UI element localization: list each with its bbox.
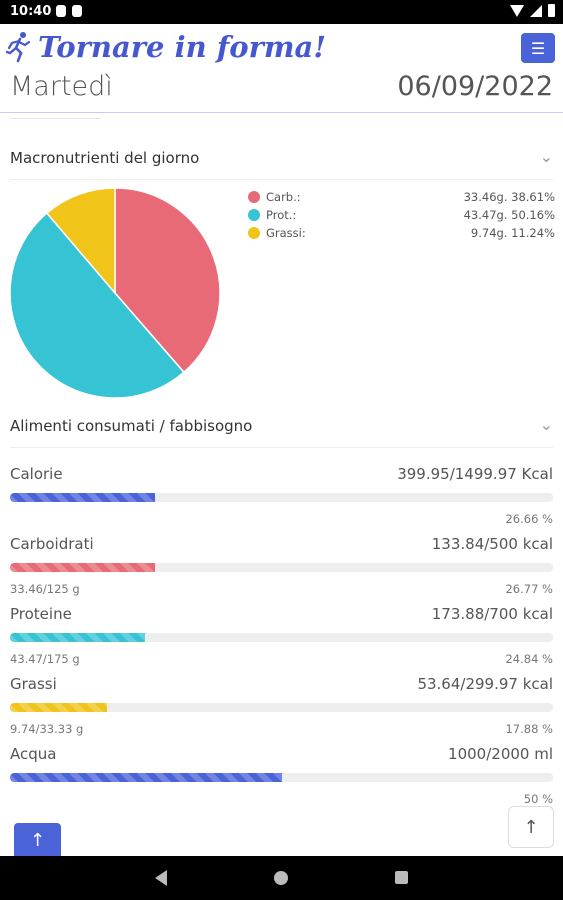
legend-value: 9.74g. 11.24% bbox=[470, 226, 555, 240]
arrow-up-icon: ↑ bbox=[29, 829, 46, 851]
macros-legend: Carb.: 33.46g. 38.61% Prot.: 43.47g. 50.… bbox=[248, 188, 555, 242]
metric-grams: 9.74/33.33 g bbox=[10, 722, 84, 736]
recents-icon[interactable] bbox=[395, 871, 408, 884]
metric-percent: 50 % bbox=[523, 792, 553, 806]
progress-bar bbox=[10, 633, 553, 642]
metric-name: Calorie bbox=[10, 465, 63, 483]
wifi-icon bbox=[510, 4, 524, 17]
scroll-top-button[interactable]: ↑ bbox=[508, 806, 554, 848]
macros-title: Macronutrienti del giorno bbox=[10, 149, 200, 167]
metric-total: 1000/2000 ml bbox=[448, 745, 553, 763]
progress-bar bbox=[10, 773, 553, 782]
metric-percent: 26.77 % bbox=[505, 582, 553, 596]
status-icons bbox=[510, 4, 555, 17]
metric-acqua: Acqua 1000/2000 ml 50 % bbox=[10, 745, 553, 806]
progress-bar bbox=[10, 563, 553, 572]
metric-grassi: Grassi 53.64/299.97 kcal 9.74/33.33 g 17… bbox=[10, 675, 553, 736]
app-header: Tornare in forma! ☰ Martedì 06/09/2022 bbox=[0, 24, 563, 113]
legend-dot bbox=[248, 191, 260, 203]
macros-section-header[interactable]: Macronutrienti del giorno ⌄ bbox=[10, 135, 553, 180]
metric-name: Grassi bbox=[10, 675, 57, 693]
status-bar: 10:40 bbox=[0, 0, 563, 24]
legend-item-carb: Carb.: 33.46g. 38.61% bbox=[248, 188, 555, 206]
system-nav-bar bbox=[0, 856, 563, 900]
date-label[interactable]: 06/09/2022 bbox=[397, 71, 553, 102]
metric-calorie: Calorie 399.95/1499.97 Kcal 26.66 % bbox=[10, 465, 553, 526]
consumption-title: Alimenti consumati / fabbisogno bbox=[10, 417, 253, 435]
signal-icon bbox=[530, 4, 542, 17]
macros-pie-chart bbox=[9, 187, 221, 399]
legend-dot bbox=[248, 227, 260, 239]
progress-bar bbox=[10, 493, 553, 502]
progress-fill bbox=[10, 703, 108, 712]
legend-item-prot: Prot.: 43.47g. 50.16% bbox=[248, 206, 555, 224]
metric-percent: 17.88 % bbox=[505, 722, 553, 736]
legend-value: 43.47g. 50.16% bbox=[463, 208, 555, 222]
hamburger-icon: ☰ bbox=[530, 38, 546, 58]
legend-label: Grassi: bbox=[266, 226, 306, 240]
metric-percent: 24.84 % bbox=[505, 652, 553, 666]
pie-slice-grassi bbox=[45, 187, 116, 296]
notification-icons bbox=[56, 5, 82, 17]
progress-fill bbox=[10, 633, 145, 642]
pie-slice-carb bbox=[114, 187, 221, 374]
back-icon[interactable] bbox=[155, 870, 167, 886]
progress-fill bbox=[10, 493, 155, 502]
status-time: 10:40 bbox=[10, 4, 52, 19]
legend-value: 33.46g. 38.61% bbox=[463, 190, 555, 204]
arrow-up-icon: ↑ bbox=[523, 816, 539, 838]
metric-percent: 26.66 % bbox=[505, 512, 553, 526]
runner-icon bbox=[6, 32, 31, 63]
metric-total: 133.84/500 kcal bbox=[431, 535, 553, 553]
legend-label: Carb.: bbox=[266, 190, 301, 204]
floating-up-button[interactable]: ↑ bbox=[14, 823, 61, 857]
progress-fill bbox=[10, 563, 156, 572]
metric-carboidrati: Carboidrati 133.84/500 kcal 33.46/125 g … bbox=[10, 535, 553, 596]
legend-label: Prot.: bbox=[266, 208, 297, 222]
metric-total: 399.95/1499.97 Kcal bbox=[397, 465, 553, 483]
day-label: Martedì bbox=[10, 71, 113, 102]
metric-name: Acqua bbox=[10, 745, 57, 763]
pie-slice-prot bbox=[9, 212, 185, 399]
metric-grams: 33.46/125 g bbox=[10, 582, 80, 596]
legend-dot bbox=[248, 209, 260, 221]
legend-item-grassi: Grassi: 9.74g. 11.24% bbox=[248, 224, 555, 242]
app-title: Tornare in forma! bbox=[38, 30, 327, 64]
metric-name: Carboidrati bbox=[10, 535, 94, 553]
metric-grams: 43.47/175 g bbox=[10, 652, 80, 666]
progress-bar bbox=[10, 703, 553, 712]
metric-name: Proteine bbox=[10, 605, 72, 623]
progress-fill bbox=[10, 773, 282, 782]
metric-total: 53.64/299.97 kcal bbox=[417, 675, 553, 693]
metric-total: 173.88/700 kcal bbox=[431, 605, 553, 623]
consumption-section-header[interactable]: Alimenti consumati / fabbisogno ⌄ bbox=[10, 403, 553, 448]
battery-icon bbox=[548, 4, 555, 17]
home-icon[interactable] bbox=[274, 871, 288, 885]
chevron-down-icon: ⌄ bbox=[539, 415, 553, 434]
divider bbox=[10, 118, 100, 119]
metric-proteine: Proteine 173.88/700 kcal 43.47/175 g 24.… bbox=[10, 605, 553, 666]
brand[interactable]: Tornare in forma! bbox=[6, 30, 326, 64]
menu-button[interactable]: ☰ bbox=[521, 33, 555, 63]
chevron-down-icon: ⌄ bbox=[539, 147, 553, 166]
